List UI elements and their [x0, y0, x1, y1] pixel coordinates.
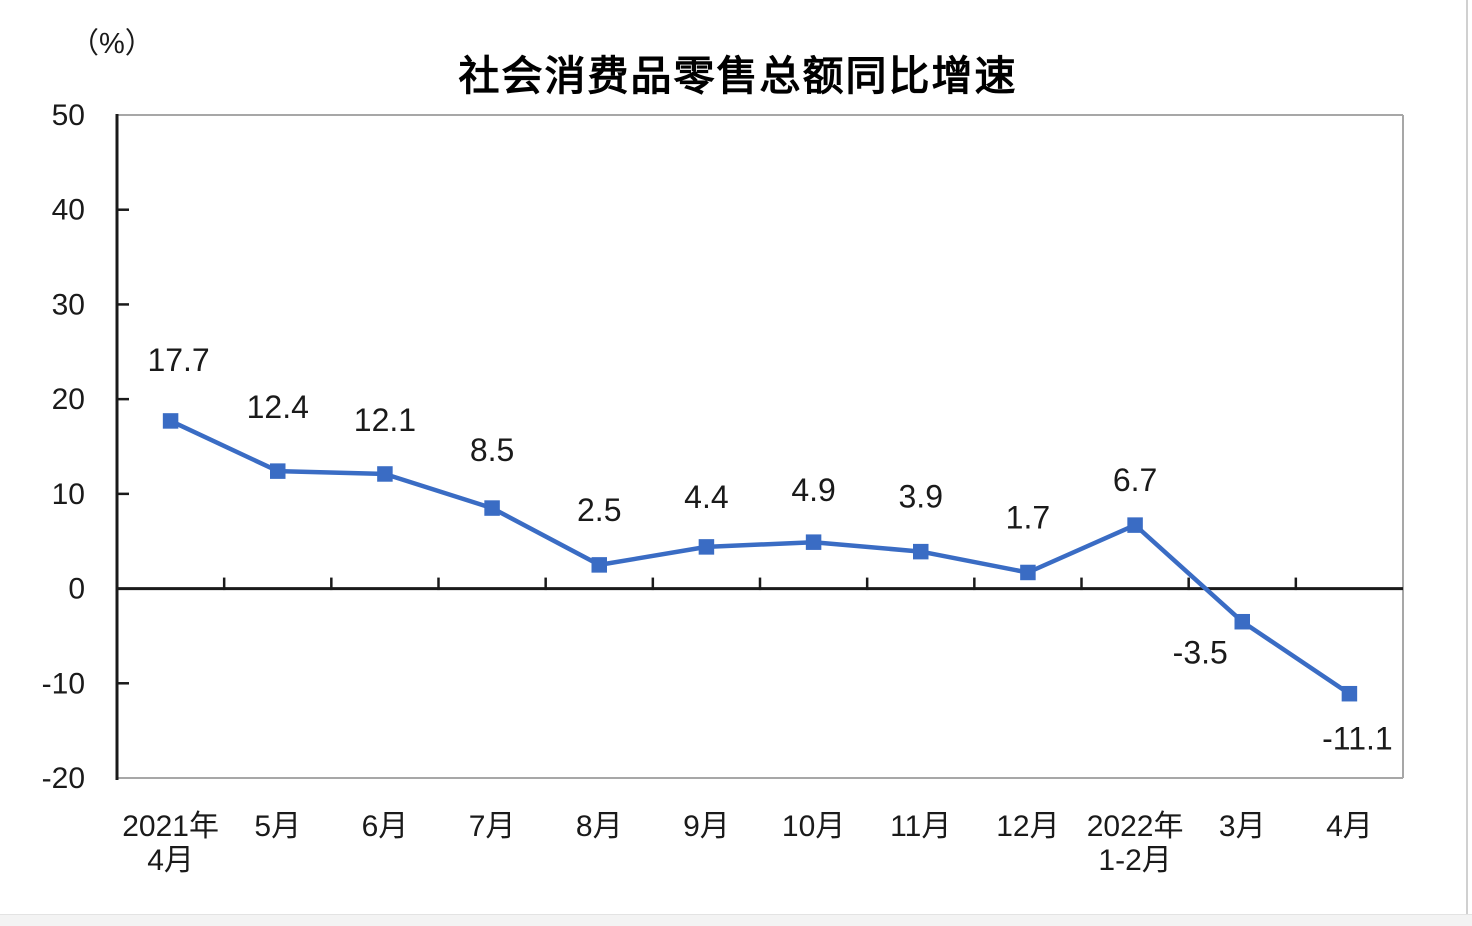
x-axis-category-label: 2021年 — [122, 810, 219, 843]
y-axis-tick-label: 40 — [52, 194, 85, 227]
series-line — [168, 418, 1352, 696]
data-point-marker — [591, 557, 607, 573]
y-axis-tick-label: 10 — [52, 478, 85, 511]
data-point-marker — [1127, 517, 1143, 533]
data-point-label: 4.4 — [684, 479, 728, 515]
y-axis-tick-label: -10 — [42, 667, 85, 700]
x-axis-category-label: 2022年 — [1087, 810, 1184, 843]
x-axis-category-label: 11月 — [890, 810, 951, 843]
x-axis-category-label: 4月 — [147, 844, 194, 877]
data-point-marker — [162, 413, 179, 429]
data-point-label: 3.9 — [899, 479, 943, 515]
data-point-marker — [1234, 613, 1250, 630]
data-point-marker — [698, 539, 715, 555]
x-axis-category-label: 7月 — [469, 810, 516, 843]
data-point-marker — [913, 543, 929, 560]
x-axis-category-label: 8月 — [576, 810, 623, 843]
data-point-label: 17.7 — [147, 342, 209, 378]
data-point-label: 1.7 — [1006, 499, 1050, 535]
data-point-marker — [805, 534, 822, 550]
x-axis-category-label: 10月 — [782, 810, 845, 843]
data-point-label: 12.4 — [247, 389, 309, 425]
y-axis-tick-label: -20 — [42, 762, 85, 795]
data-point-label: 4.9 — [791, 472, 835, 508]
x-axis-category-label: 9月 — [683, 810, 730, 843]
y-axis-unit-label: （%） — [70, 28, 154, 60]
data-point-label: -3.5 — [1173, 635, 1228, 671]
data-point-label: 2.5 — [577, 492, 621, 528]
y-axis-tick-label: 20 — [52, 383, 85, 416]
x-axis-category-label: 1-2月 — [1098, 844, 1171, 877]
data-point-label: 8.5 — [470, 432, 514, 468]
data-point-marker — [1020, 564, 1036, 581]
x-axis-category-label: 12月 — [996, 810, 1059, 843]
x-axis-category-label: 6月 — [362, 810, 409, 843]
data-point-marker — [270, 463, 286, 479]
page-edge-divider — [1466, 0, 1468, 926]
y-axis-tick-label: 30 — [52, 288, 85, 321]
data-point-label: -11.1 — [1322, 721, 1393, 757]
data-point-marker — [484, 500, 500, 516]
data-point-marker — [377, 466, 393, 482]
x-axis-category-label: 4月 — [1326, 810, 1373, 843]
y-axis-tick-label: 50 — [52, 99, 85, 132]
chart-title: 社会消费品零售总额同比增速 — [458, 53, 1018, 99]
data-point-label: 12.1 — [354, 402, 416, 438]
x-axis-category-label: 5月 — [254, 810, 301, 843]
x-axis-category-label: 3月 — [1219, 810, 1266, 843]
data-point-label: 6.7 — [1113, 462, 1157, 498]
y-axis-tick-label: 0 — [68, 573, 85, 606]
data-point-marker — [1341, 685, 1358, 702]
page-bottom-strip — [0, 914, 1472, 926]
